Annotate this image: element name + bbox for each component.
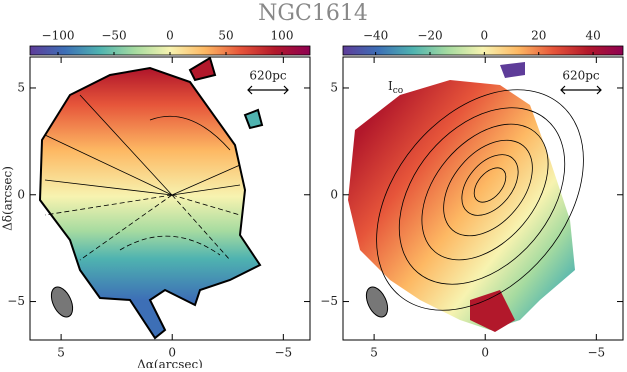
x-tick-label: −5 (274, 346, 292, 360)
colorbar-tick-label: −20 (417, 29, 442, 43)
y-tick-label: −5 (320, 294, 338, 308)
scale-label: 620pc (562, 69, 600, 83)
colorbar (342, 45, 624, 56)
intensity-label: Ico (388, 79, 403, 96)
colorbar-tick-label: −50 (101, 29, 126, 43)
intensity-subscript: co (393, 86, 403, 96)
y-tick-label: −5 (7, 294, 25, 308)
colorbar-tick-label: 0 (166, 29, 174, 43)
y-tick-label: 0 (330, 187, 338, 201)
colorbar-tick-label: 20 (531, 29, 546, 43)
colorbar-tick-label: −100 (42, 29, 75, 43)
plot-frame (29, 56, 311, 341)
colorbar-tick-label: 40 (585, 29, 600, 43)
x-tick-label: 0 (481, 346, 489, 360)
plot-frame (342, 56, 624, 341)
scale-arrow (560, 85, 602, 95)
scale-arrow (247, 85, 289, 95)
x-axis-label: Δα(arcsec) (137, 358, 203, 369)
colorbar-tick-label: 100 (271, 29, 294, 43)
intensity-symbol: I (388, 79, 393, 93)
colorbar-tick-label: 0 (481, 29, 489, 43)
x-tick-label: 0 (168, 346, 176, 360)
y-tick-label: 5 (330, 80, 338, 94)
x-tick-label: −5 (587, 346, 605, 360)
dispersion-map (348, 62, 584, 332)
x-tick-label: 5 (57, 346, 65, 360)
figure-title: NGC1614 (258, 1, 368, 26)
colorbar-tick-label: −40 (363, 29, 388, 43)
y-axis-label: Δδ(arcsec) (1, 166, 15, 231)
y-tick-label: 5 (17, 80, 25, 94)
colorbar-tick-label: 50 (218, 29, 233, 43)
velocity-map (38, 56, 264, 340)
y-tick-label: 0 (17, 187, 25, 201)
x-tick-label: 5 (370, 346, 378, 360)
scale-label: 620pc (249, 69, 287, 83)
